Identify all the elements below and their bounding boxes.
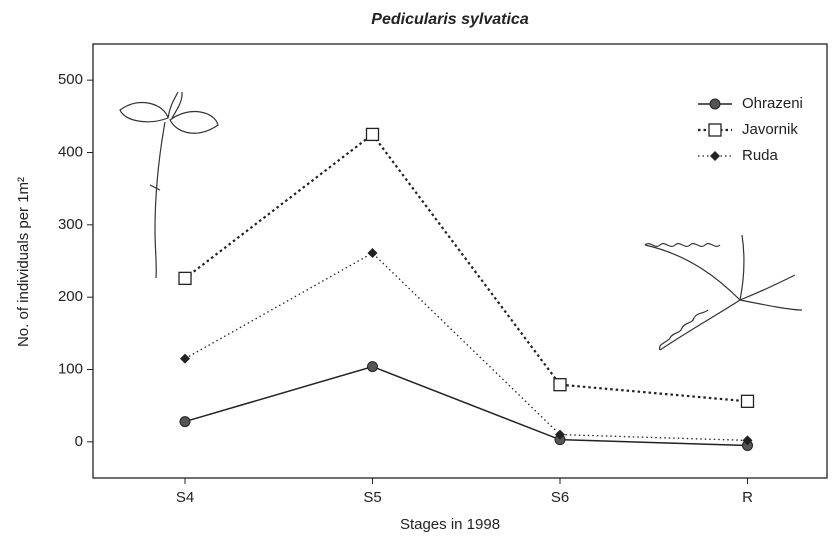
legend-label: Javornik bbox=[742, 121, 798, 138]
point bbox=[180, 354, 190, 364]
y-tick-label: 0 bbox=[75, 433, 83, 450]
x-tick-label: S5 bbox=[363, 489, 381, 506]
point bbox=[368, 362, 378, 372]
y-axis-label: No. of individuals per 1m² bbox=[15, 177, 32, 347]
legend-label: Ohrazeni bbox=[742, 95, 803, 112]
x-tick-label: S6 bbox=[551, 489, 569, 506]
series-line bbox=[185, 367, 748, 446]
point bbox=[367, 128, 379, 140]
legend-label: Ruda bbox=[742, 147, 779, 164]
point bbox=[180, 417, 190, 427]
point bbox=[368, 248, 378, 258]
series-line bbox=[185, 134, 748, 401]
y-tick-label: 100 bbox=[58, 360, 83, 377]
y-tick-label: 200 bbox=[58, 288, 83, 305]
legend-marker bbox=[710, 151, 720, 161]
seedling-drawing bbox=[120, 92, 218, 278]
series-line bbox=[185, 253, 748, 440]
point bbox=[179, 272, 191, 284]
y-tick-label: 300 bbox=[58, 216, 83, 233]
x-tick-label: R bbox=[742, 489, 753, 506]
x-tick-label: S4 bbox=[176, 489, 194, 506]
legend-marker bbox=[710, 99, 720, 109]
plant-drawing bbox=[645, 235, 802, 350]
point bbox=[742, 395, 754, 407]
x-axis-label: Stages in 1998 bbox=[400, 516, 500, 533]
y-tick-label: 500 bbox=[58, 71, 83, 88]
legend-marker bbox=[709, 124, 721, 136]
chart-title: Pedicularis sylvatica bbox=[371, 11, 529, 28]
point bbox=[554, 379, 566, 391]
chart: Pedicularis sylvatica Stages in 1998 No.… bbox=[0, 0, 834, 540]
y-tick-label: 400 bbox=[58, 143, 83, 160]
